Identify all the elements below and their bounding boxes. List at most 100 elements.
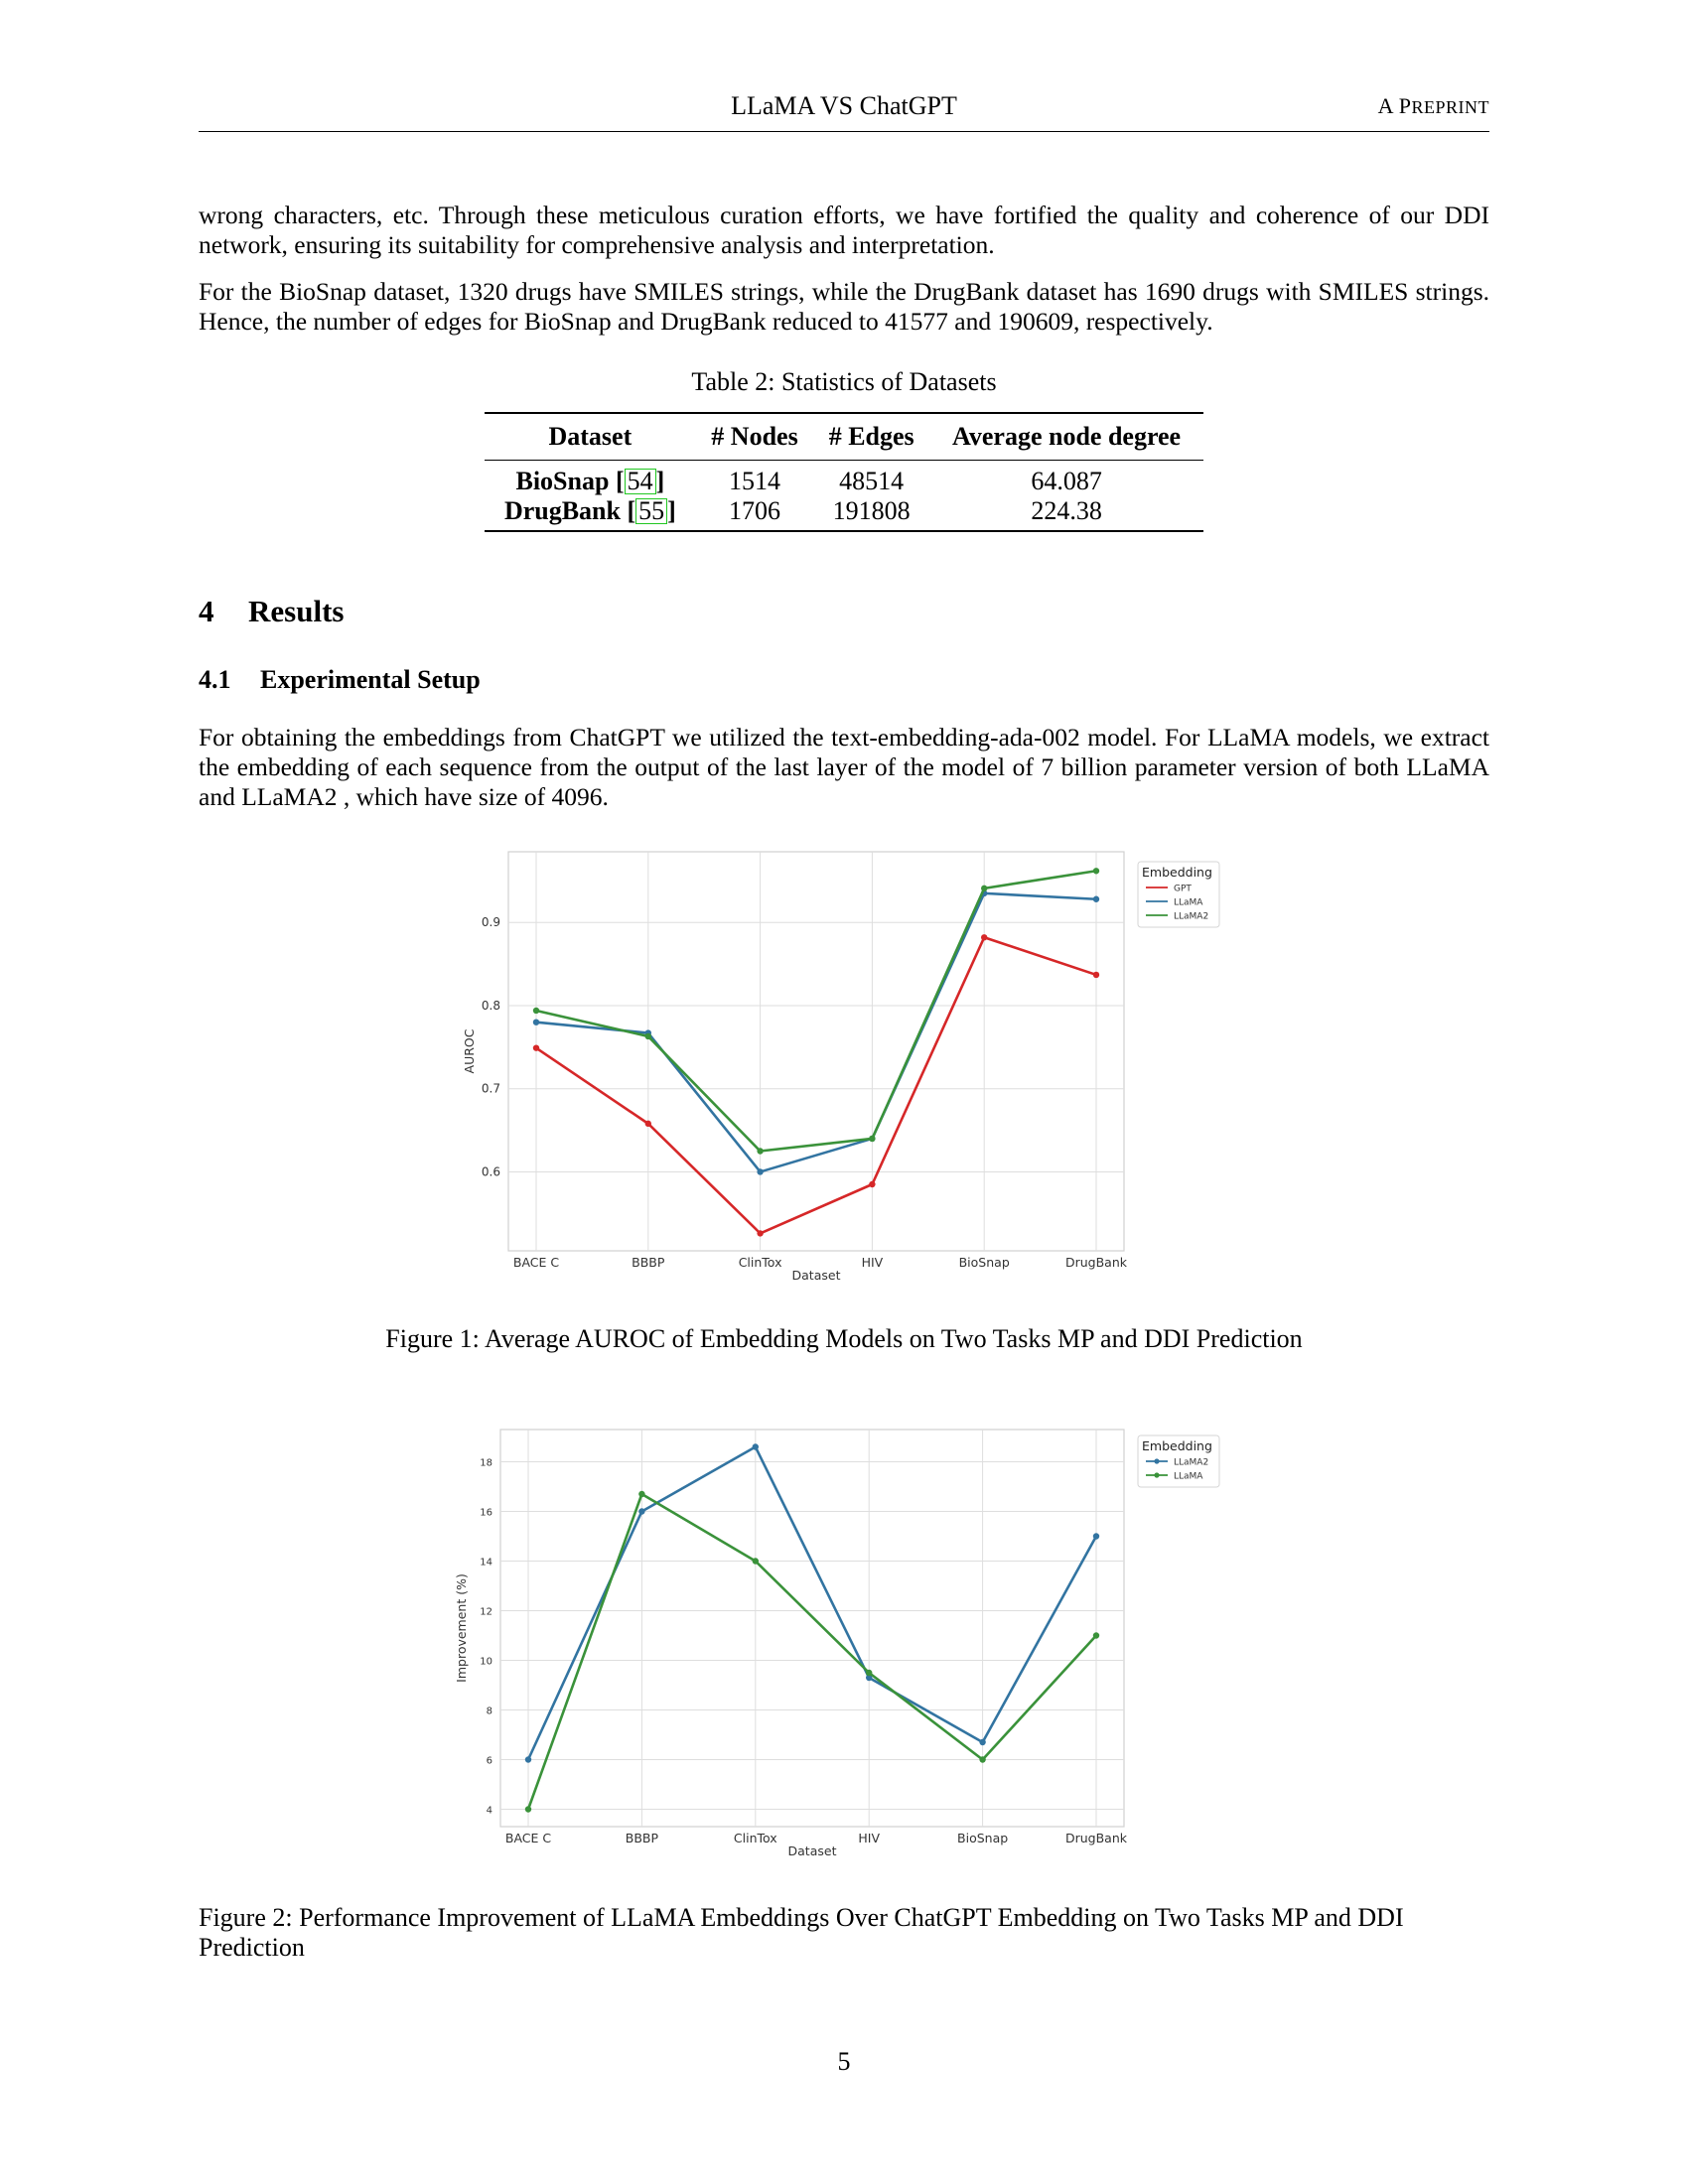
citation-number[interactable]: 55 [635,498,668,524]
dataset-name: DrugBank [503,496,621,525]
data-point [1092,868,1100,875]
x-tick-label: ClinTox [734,1831,777,1845]
data-point [524,1806,532,1813]
y-tick-label: 10 [480,1657,492,1668]
section-title: Results [248,594,345,628]
preprint-label: A PREPRINT [1377,93,1489,118]
data-point [1092,1632,1100,1639]
col-header-dataset: Dataset [548,422,633,451]
data-point [869,1180,876,1188]
row-edges-cell: 48514 [839,467,905,495]
row-edges-cell: 191808 [832,496,911,525]
citation-link[interactable]: [54] [615,467,665,495]
subsection-heading-setup: 4.1 Experimental Setup [199,665,481,695]
figure1-caption: Figure 1: Average AUROC of Embedding Mod… [385,1324,1303,1353]
legend-entry: GPT [1174,885,1192,894]
page-number: 5 [837,2047,851,2076]
table-row: BioSnap [54] 1514 48514 64.087 [485,461,1203,497]
col-header-edges: # Edges [828,422,914,451]
y-tick-label: 18 [480,1458,492,1469]
subsection-number: 4.1 [199,665,231,694]
data-point [981,885,988,892]
data-point [524,1756,532,1763]
x-tick-label: BACE C [513,1255,560,1270]
data-point [979,1738,986,1746]
y-tick-label: 0.8 [482,999,500,1013]
plot-frame [499,1429,1125,1828]
row-nodes-cell: 1706 [729,496,780,525]
legend-title: Embedding [1142,865,1212,880]
legend-marker [1154,1458,1160,1464]
paragraph-curation: wrong characters, etc. Through these met… [199,201,1489,259]
running-header: LLaMA VS ChatGPT A PREPRINT [199,91,1489,132]
x-tick-label: BBBP [632,1255,665,1270]
series-line [526,1492,1097,1810]
legend-marker [1154,1472,1160,1478]
series-line [535,935,1097,1235]
x-tick-label: ClinTox [739,1255,782,1270]
y-tick-label: 12 [480,1607,492,1618]
row-degree-cell: 224.38 [1031,496,1102,525]
legend-entry: LLaMA [1174,1472,1203,1482]
table-row: DrugBank [55] 1706 191808 224.38 [485,496,1203,531]
data-point [752,1443,759,1450]
x-tick-label: HIV [862,1255,884,1270]
data-point [1092,971,1100,979]
data-point [866,1669,873,1677]
legend-box [1137,861,1220,928]
data-point [1092,1533,1100,1540]
series-line [535,869,1097,1153]
data-point [757,1148,764,1155]
y-tick-label: 4 [487,1806,492,1817]
section-number: 4 [199,594,214,628]
y-tick-label: 0.7 [482,1082,500,1096]
data-point [981,934,988,941]
auroc-line-chart: 0.6 0.7 0.8 0.9 BACE C BBBP ClinTox HIV BioSnap D… [462,851,1220,1283]
x-tick-label: BACE C [505,1831,552,1845]
data-point [644,1120,651,1128]
data-point [866,1674,873,1682]
data-point [757,1168,764,1175]
y-tick-label: 6 [487,1756,492,1767]
citation-number[interactable]: 54 [624,469,656,494]
row-nodes-cell: 1514 [729,467,780,495]
data-point [752,1558,759,1565]
paragraph-embeddings: For obtaining the embeddings from ChatGP… [199,723,1489,811]
data-point [532,1007,540,1015]
paragraph-smiles: For the BioSnap dataset, 1320 drugs have… [199,277,1489,336]
data-point [638,1490,645,1498]
y-tick-label: 0.9 [482,915,500,929]
citation-link[interactable]: [55] [627,496,676,525]
legend-title: Embedding [1142,1438,1212,1453]
x-axis-label: Dataset [788,1843,837,1858]
x-tick-label: BioSnap [957,1831,1008,1845]
y-axis-label: AUROC [462,1028,477,1073]
row-degree-cell: 64.087 [1031,467,1102,495]
data-point [979,1756,986,1763]
dataset-statistics-table: Dataset # Nodes # Edges Average node deg… [485,412,1203,532]
y-tick-label: 16 [480,1508,492,1519]
row-dataset-cell: DrugBank [55] [485,496,696,531]
legend-entry: LLaMA2 [1174,1458,1208,1468]
data-point [644,1032,651,1040]
row-dataset-cell: BioSnap [54] [485,461,696,497]
legend-entry: LLaMA2 [1174,912,1208,922]
legend-entry: LLaMA [1174,898,1203,908]
figure2-caption: Figure 2: Performance Improvement of LLa… [199,1903,1404,1962]
improvement-line-chart: 4 6 8 10 12 14 16 18 BACE C BBBP ClinTox HIV BioSnap… [454,1429,1220,1858]
col-header-degree: Average node degree [952,422,1182,451]
col-header-nodes: # Nodes [711,422,798,451]
dataset-name: BioSnap [515,467,610,495]
data-point [638,1508,645,1515]
plot-frame [507,851,1125,1252]
table-header-row: Dataset # Nodes # Edges Average node deg… [485,413,1203,461]
y-axis-label: Improvement (%) [454,1573,469,1683]
x-tick-label: BioSnap [959,1255,1010,1270]
x-tick-label: HIV [858,1831,880,1845]
running-title: LLaMA VS ChatGPT [731,91,957,120]
y-tick-label: 8 [487,1706,492,1717]
data-point [1092,895,1100,902]
x-tick-label: BBBP [626,1831,659,1845]
y-tick-label: 0.6 [482,1164,500,1178]
x-axis-label: Dataset [792,1268,841,1283]
